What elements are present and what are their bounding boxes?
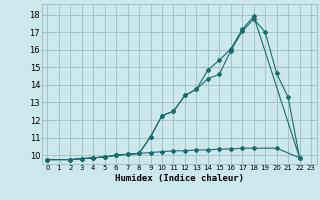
X-axis label: Humidex (Indice chaleur): Humidex (Indice chaleur): [115, 174, 244, 183]
